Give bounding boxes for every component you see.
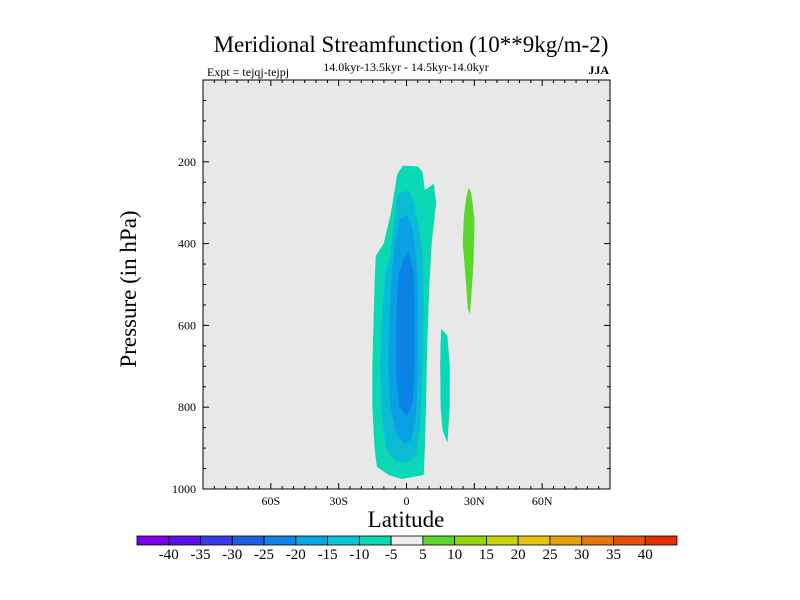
y-tick-label: 1000 [172,482,196,496]
contour-region-3 [396,251,415,416]
x-tick-label: 30S [329,494,348,508]
colorbar-box-10 [454,535,487,546]
colorbar-box-0 [136,535,170,546]
colorbar-box-5 [295,535,328,546]
colorbar-label: -20 [286,547,306,563]
colorbar-label: -25 [254,547,274,563]
colorbar: -40 -35 -30 -25 -20 -15 -10 -5 5 10 15 20 25 30 35 40 [136,535,678,563]
colorbar-box-14 [581,535,614,546]
colorbar-label: -10 [349,547,369,563]
colorbar-box-16 [644,535,678,546]
colorbar-box-2 [200,535,233,546]
y-tick-label: 800 [178,400,196,414]
colorbar-label: 5 [419,547,427,563]
colorbar-box-11 [486,535,519,546]
colorbar-box-9 [422,535,456,546]
colorbar-box-8 [390,535,424,546]
y-tick-label: 200 [178,155,196,169]
x-tick-label: 0 [404,494,410,508]
y-tick-label: 400 [178,237,196,251]
contour-region-5 [462,187,475,314]
colorbar-label: -35 [191,547,211,563]
x-tick-label: 60S [261,494,280,508]
period-label: 14.0kyr-13.5kyr - 14.5kyr-14.0kyr [323,60,489,74]
y-tick-label: 600 [178,318,196,332]
x-axis-label: Latitude [368,507,445,532]
colorbar-box-13 [549,535,583,546]
colorbar-label: -5 [385,547,398,563]
contour-region-4 [440,328,450,443]
colorbar-label: -30 [222,547,242,563]
colorbar-box-4 [263,535,297,546]
colorbar-label: 30 [574,547,589,563]
colorbar-box-15 [613,535,646,546]
axis-ticks: 60S 30S 0 30N 60N 200 400 600 800 1000 [172,80,610,508]
colorbar-box-7 [358,535,392,546]
x-tick-label: 30N [464,494,485,508]
colorbar-box-12 [517,535,551,546]
colorbar-label: 40 [638,547,653,563]
colorbar-box-6 [327,535,360,546]
colorbar-label: 25 [542,547,557,563]
colorbar-label: -40 [159,547,179,563]
season-label: JJA [588,63,609,77]
colorbar-label: 10 [447,547,462,563]
colorbar-label: -15 [318,547,338,563]
contour-regions [372,165,475,480]
x-tick-label: 60N [532,494,553,508]
colorbar-label: 20 [511,547,526,563]
colorbar-box-3 [231,535,265,546]
y-axis-label: Pressure (in hPa) [116,210,141,367]
experiment-label: Expt = tejqj-tejpj [207,65,289,79]
chart-title: Meridional Streamfunction (10**9kg/m-2) [214,32,609,57]
colorbar-label: 15 [479,547,494,563]
colorbar-label: 35 [606,547,621,563]
colorbar-box-1 [168,535,201,546]
